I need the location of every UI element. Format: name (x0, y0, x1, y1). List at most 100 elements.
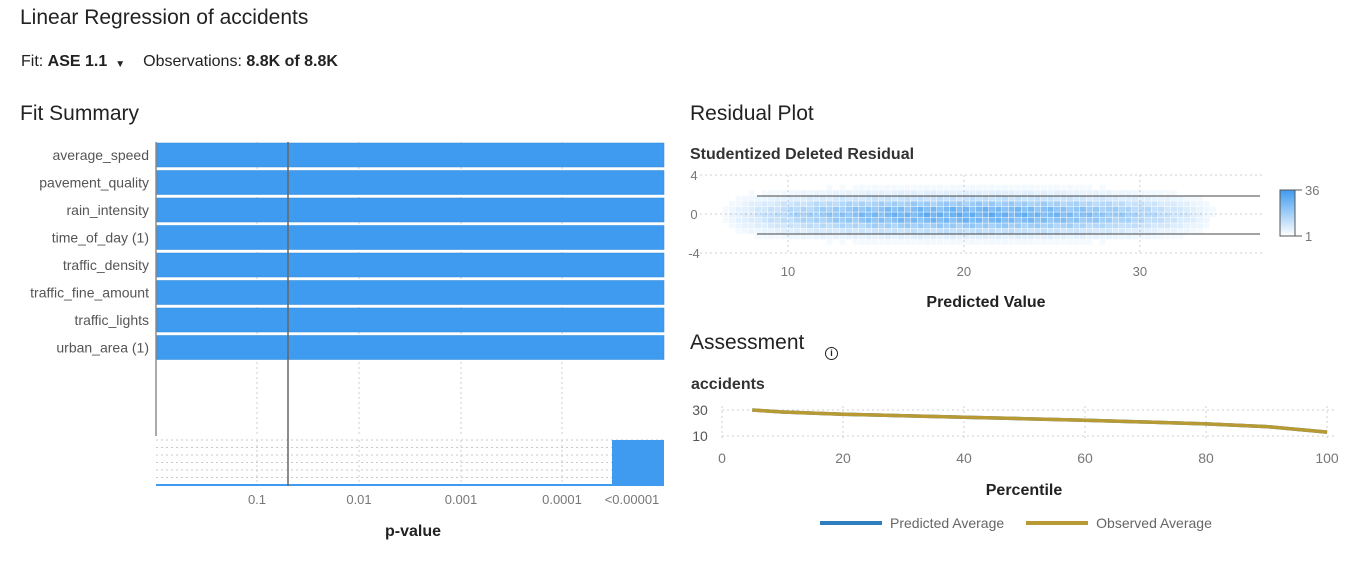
heatmap-cell (833, 217, 839, 223)
heatmap-cell (1073, 212, 1080, 218)
heatmap-cell (865, 223, 872, 229)
heatmap-cell (924, 234, 930, 240)
assessment-x-tick: 40 (956, 450, 972, 466)
heatmap-cell (859, 184, 865, 190)
heatmap-cell (1028, 234, 1034, 240)
heatmap-cell (1086, 184, 1093, 190)
heatmap-cell (1041, 184, 1047, 190)
heatmap-cell (1112, 212, 1119, 218)
assessment-x-axis-label: Percentile (986, 482, 1063, 499)
heatmap-cell (956, 223, 963, 229)
heatmap-cell (963, 239, 969, 245)
fit-summary-bar[interactable] (156, 142, 665, 168)
heatmap-cell (1054, 201, 1060, 207)
heatmap-cell (1067, 195, 1073, 201)
heatmap-cell (1132, 190, 1138, 196)
heatmap-cell (1080, 217, 1086, 223)
legend-item-observed-average[interactable]: Observed Average (1026, 515, 1212, 531)
heatmap-cell (787, 217, 794, 223)
heatmap-cell (924, 217, 930, 223)
fit-summary-bar[interactable] (156, 252, 665, 278)
heatmap-cell (1158, 195, 1164, 201)
heatmap-cell (995, 206, 1002, 212)
fit-summary-bar[interactable] (156, 307, 665, 333)
heatmap-cell (826, 217, 833, 223)
heatmap-cell (1028, 239, 1034, 245)
fit-summary-bar[interactable] (156, 335, 665, 360)
assessment-line-observed-average[interactable] (752, 408, 1328, 434)
residual-y-ticks: 4 0 -4 (688, 168, 700, 261)
fit-summary-bar[interactable] (156, 170, 665, 195)
fit-statistic-dropdown[interactable]: Fit: ASE 1.1 ▼ (21, 53, 143, 71)
heatmap-cell (930, 223, 937, 229)
residual-x-tick: 10 (781, 264, 795, 279)
heatmap-cell (1119, 190, 1125, 196)
info-icon[interactable]: i (825, 347, 838, 360)
heatmap-cell (950, 201, 956, 207)
heatmap-cell (1164, 223, 1171, 229)
heatmap-cell (787, 234, 794, 240)
heatmap-cell (969, 239, 976, 245)
fit-summary-bar[interactable] (156, 225, 665, 250)
heatmap-cell (1034, 190, 1041, 196)
heatmap-cell (1177, 212, 1184, 218)
fit-summary-bar[interactable] (156, 197, 665, 223)
heatmap-cell (826, 201, 833, 207)
heatmap-cell (917, 190, 924, 196)
heatmap-cell (872, 239, 878, 245)
heatmap-cell (1112, 195, 1119, 201)
heatmap-cell (1099, 184, 1106, 190)
heatmap-cell (885, 195, 891, 201)
heatmap-cell (800, 228, 807, 234)
heatmap-cell (800, 190, 807, 196)
heatmap-cell (1112, 201, 1119, 207)
heatmap-cell (748, 201, 755, 207)
heatmap-cell (1008, 201, 1015, 207)
heatmap-cell (813, 195, 820, 201)
assessment-title: Assessment (690, 331, 805, 354)
heatmap-cell (976, 239, 982, 245)
heatmap-cell (748, 212, 755, 218)
fit-summary-bar[interactable] (156, 280, 665, 305)
heatmap-cell (1203, 201, 1210, 207)
fit-summary-x-axis-label: p-value (385, 523, 441, 540)
heatmap-cell (982, 190, 989, 196)
heatmap-cell (839, 234, 846, 240)
residual-plot-title: Residual Plot (690, 102, 814, 125)
heatmap-cell (891, 228, 898, 234)
heatmap-cell (859, 234, 865, 240)
heatmap-cell (800, 234, 807, 240)
heatmap-cell (976, 223, 982, 229)
heatmap-cell (950, 239, 956, 245)
overview-bin-bar[interactable] (612, 440, 664, 484)
heatmap-cell (1041, 239, 1047, 245)
heatmap-cell (755, 212, 761, 218)
heatmap-cell (885, 184, 891, 190)
heatmap-cell (1073, 201, 1080, 207)
heatmap-cell (1060, 201, 1067, 207)
heatmap-cell (1054, 184, 1060, 190)
heatmap-cell (950, 195, 956, 201)
heatmap-cell (1047, 201, 1054, 207)
heatmap-cell (846, 217, 852, 223)
heatmap-cell (950, 184, 956, 190)
legend-item-predicted-average[interactable]: Predicted Average (820, 515, 1004, 531)
heatmap-cell (1093, 217, 1099, 223)
heatmap-cell (1145, 223, 1151, 229)
heatmap-cell (963, 234, 969, 240)
heatmap-cell (1106, 212, 1112, 218)
assessment-x-tick: 100 (1315, 450, 1339, 466)
heatmap-cell (1034, 212, 1041, 218)
heatmap-cell (956, 217, 963, 223)
heatmap-cell (1041, 190, 1047, 196)
heatmap-cell (859, 217, 865, 223)
heatmap-cell (956, 228, 963, 234)
heatmap-cell (982, 184, 989, 190)
heatmap-cell (917, 223, 924, 229)
heatmap-cell (956, 195, 963, 201)
heatmap-cell (1034, 184, 1041, 190)
heatmap-cell (1034, 206, 1041, 212)
heatmap-cell (1093, 195, 1099, 201)
heatmap-cell (995, 234, 1002, 240)
heatmap-cell (1164, 234, 1171, 240)
